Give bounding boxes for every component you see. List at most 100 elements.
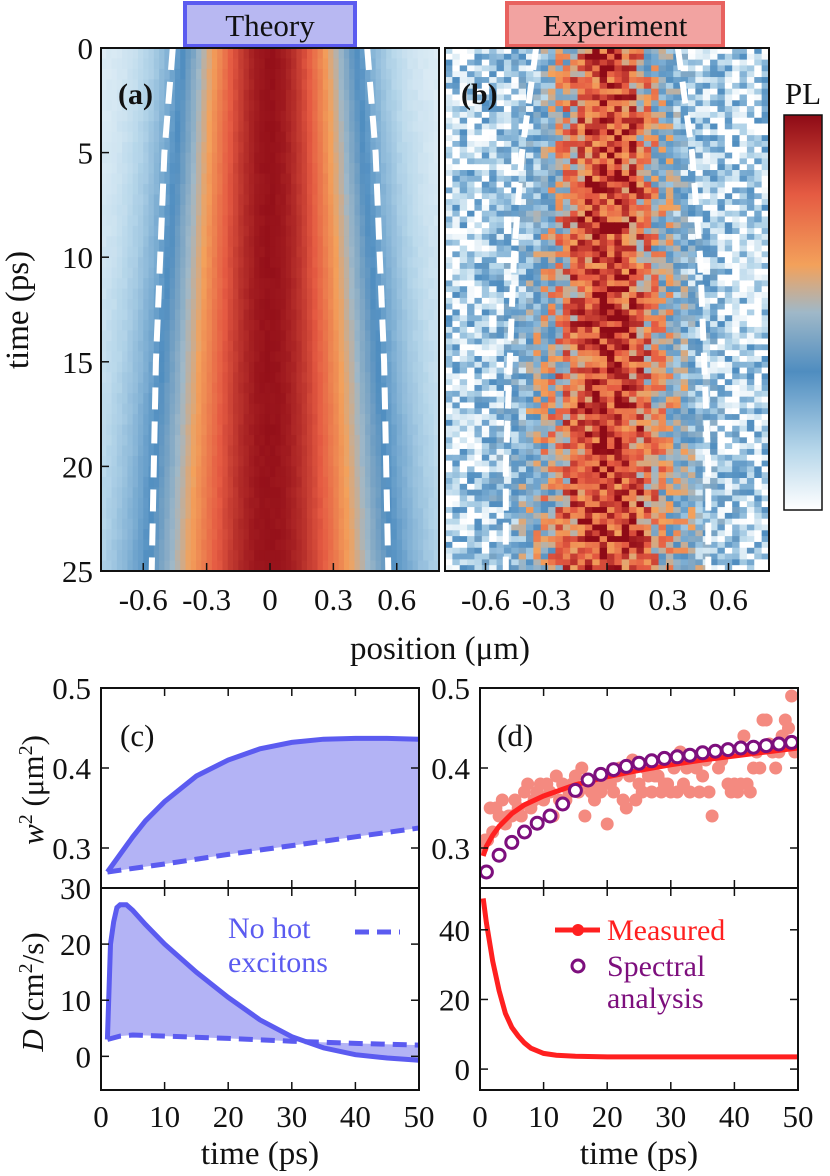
heatmap-cell xyxy=(746,164,755,171)
heatmap-cell xyxy=(570,222,579,229)
heatmap-cell xyxy=(570,257,579,264)
heatmap-cell xyxy=(481,146,490,154)
heatmap-cell xyxy=(127,330,134,342)
heatmap-cell xyxy=(211,48,218,60)
heatmap-cell xyxy=(354,131,361,143)
heatmap-cell xyxy=(761,164,769,171)
heatmap-cell xyxy=(333,288,340,300)
heatmap-cell xyxy=(153,131,160,143)
heatmap-cell xyxy=(159,319,165,332)
heatmap-cell xyxy=(343,267,350,279)
heatmap-cell xyxy=(116,529,123,541)
heatmap-cell xyxy=(702,274,711,282)
heatmap-cell xyxy=(665,158,674,165)
heatmap-cell xyxy=(333,476,340,488)
heatmap-cell xyxy=(614,135,623,142)
heatmap-cell xyxy=(116,215,123,227)
heatmap-cell xyxy=(599,268,608,276)
heatmap-cell xyxy=(402,142,408,154)
heatmap-cell xyxy=(238,152,245,164)
heatmap-cell xyxy=(710,222,719,229)
heatmap-cell xyxy=(746,65,755,72)
heatmap-cell xyxy=(132,330,139,342)
heatmap-cell xyxy=(238,414,245,426)
heatmap-cell xyxy=(306,550,313,562)
heatmap-cell xyxy=(259,497,266,509)
heatmap-cell xyxy=(599,257,608,264)
heatmap-cell xyxy=(111,131,118,143)
heatmap-cell xyxy=(306,539,313,551)
heatmap-cell xyxy=(254,529,261,541)
heatmap-cell xyxy=(658,129,667,136)
heatmap-cell xyxy=(185,309,192,321)
heatmap-cell xyxy=(761,239,769,247)
heatmap-cell xyxy=(148,225,155,237)
heatmap-cell xyxy=(190,539,197,551)
heatmap-cell xyxy=(386,68,393,80)
heatmap-cell xyxy=(562,263,571,270)
heatmap-cell xyxy=(584,181,593,189)
heatmap-cell xyxy=(503,216,512,223)
heatmap-cell xyxy=(467,216,476,223)
heatmap-cell xyxy=(489,123,498,130)
heatmap-cell xyxy=(481,216,490,223)
heatmap-cell xyxy=(423,487,430,499)
heatmap-cell xyxy=(280,455,287,467)
heatmap-cell xyxy=(275,142,282,154)
heatmap-cell xyxy=(201,487,208,499)
heatmap-cell xyxy=(285,487,292,499)
heatmap-cell xyxy=(629,263,638,270)
heatmap-cell xyxy=(614,280,623,287)
heatmap-cell xyxy=(629,233,638,241)
heatmap-cell xyxy=(174,487,181,499)
heatmap-cell xyxy=(540,53,549,61)
heatmap-cell xyxy=(196,487,202,499)
heatmap-cell xyxy=(761,210,769,218)
heatmap-cell xyxy=(724,140,733,148)
heatmap-cell xyxy=(724,263,733,270)
heatmap-cell xyxy=(238,330,245,342)
heatmap-cell xyxy=(732,94,741,101)
heatmap-cell xyxy=(724,193,733,200)
heatmap-cell xyxy=(227,173,234,185)
heatmap-cell xyxy=(481,228,490,235)
heatmap-cell xyxy=(233,539,239,551)
heatmap-cell xyxy=(285,550,292,562)
heatmap-cell xyxy=(540,111,549,119)
heatmap-cell xyxy=(206,497,213,509)
heatmap-cell xyxy=(132,560,139,571)
heatmap-cell xyxy=(174,299,181,311)
heatmap-cell xyxy=(386,435,393,447)
heatmap-cell xyxy=(338,351,345,363)
heatmap-cell xyxy=(629,146,638,154)
heatmap-cell xyxy=(489,100,498,107)
heatmap-cell xyxy=(322,299,329,311)
heatmap-cell xyxy=(688,268,696,276)
heatmap-cell xyxy=(717,164,726,171)
heatmap-cell xyxy=(148,194,155,206)
heatmap-cell xyxy=(306,445,313,457)
heatmap-cell xyxy=(621,181,630,189)
heatmap-cell xyxy=(243,267,250,279)
heatmap-cell xyxy=(248,299,255,311)
heatmap-cell xyxy=(312,361,319,373)
heatmap-cell xyxy=(201,142,208,154)
heatmap-cell xyxy=(259,319,266,332)
heatmap-cell xyxy=(122,163,129,175)
heatmap-cell xyxy=(380,58,387,70)
heatmap-cell xyxy=(338,48,345,60)
heatmap-cell xyxy=(338,68,345,80)
heatmap-cell xyxy=(396,121,403,133)
heatmap-cell xyxy=(270,131,276,143)
heatmap-cell xyxy=(680,216,689,223)
heatmap-cell xyxy=(285,309,292,321)
heatmap-cell xyxy=(285,163,292,175)
heatmap-cell xyxy=(599,170,608,177)
heatmap-cell xyxy=(317,361,324,373)
heatmap-cell xyxy=(710,77,719,84)
heatmap-cell xyxy=(349,518,356,530)
heatmap-cell xyxy=(533,280,542,287)
heatmap-cell xyxy=(607,53,615,61)
heatmap-cell xyxy=(386,288,393,300)
heatmap-cell xyxy=(489,228,498,235)
